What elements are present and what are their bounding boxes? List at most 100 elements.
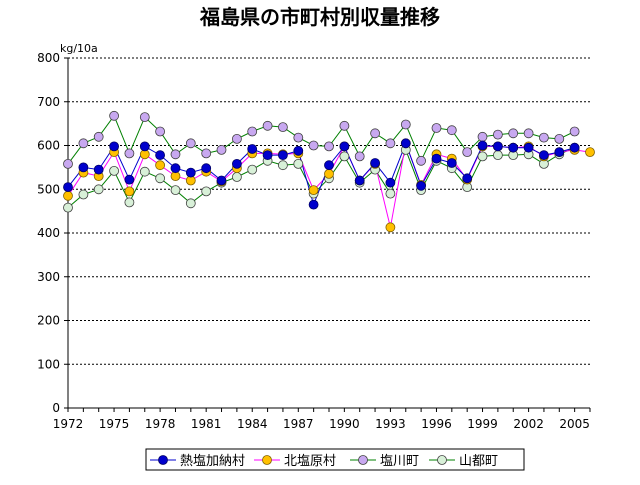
data-point-2 (293, 132, 304, 143)
data-point-2 (277, 122, 288, 132)
legend-label-1: 北塩原村 (284, 454, 336, 469)
data-point-0 (539, 150, 549, 161)
data-point-0 (277, 150, 288, 161)
legend-marker-0 (158, 455, 168, 465)
data-point-0 (446, 158, 457, 168)
data-point-0 (109, 141, 119, 152)
data-point-0 (523, 142, 534, 153)
data-point-0 (492, 141, 503, 152)
data-point-3 (385, 188, 396, 199)
legend-marker-1 (262, 455, 272, 465)
data-point-2 (155, 126, 166, 137)
data-point-2 (201, 148, 212, 159)
data-point-0 (63, 182, 73, 193)
data-point-2 (308, 140, 319, 151)
data-point-0 (78, 162, 89, 173)
data-point-3 (124, 197, 135, 208)
data-point-2 (63, 158, 73, 169)
data-point-0 (308, 199, 319, 210)
data-point-2 (339, 120, 350, 131)
legend-marker-3 (437, 455, 447, 465)
data-point-2 (492, 129, 503, 140)
data-point-2 (185, 138, 196, 149)
data-point-0 (139, 141, 150, 152)
y-tick-label: 300 (37, 270, 60, 284)
data-point-3 (201, 186, 212, 197)
data-point-3 (247, 164, 258, 175)
data-point-1 (385, 222, 396, 233)
data-point-2 (93, 131, 104, 142)
legend-marker-2 (358, 455, 368, 465)
data-point-0 (554, 147, 565, 158)
legend-label-0: 熱塩加納村 (180, 454, 245, 469)
data-point-0 (508, 142, 519, 153)
legend-label-2: 塩川町 (380, 454, 419, 469)
data-point-0 (324, 160, 334, 171)
series-line-0 (67, 141, 575, 207)
data-point-3 (231, 172, 242, 182)
data-point-0 (247, 144, 258, 154)
data-point-3 (63, 202, 73, 213)
data-point-2 (109, 110, 119, 121)
data-point-0 (400, 138, 411, 149)
y-tick-label: 100 (37, 357, 60, 371)
data-point-2 (216, 144, 227, 155)
data-point-2 (247, 126, 258, 137)
data-point-0 (93, 164, 104, 175)
data-point-0 (170, 163, 181, 174)
data-point-2 (554, 133, 565, 144)
data-point-0 (370, 158, 381, 168)
y-tick-label: 0 (52, 401, 60, 415)
data-point-2 (462, 147, 473, 158)
data-point-0 (293, 145, 304, 156)
data-point-2 (400, 119, 411, 130)
data-point-3 (93, 184, 104, 195)
y-tick-label: 600 (37, 139, 60, 153)
data-point-1 (155, 160, 166, 171)
x-tick-label: 1999 (467, 417, 498, 431)
data-point-1 (124, 186, 135, 197)
x-tick-label: 1996 (421, 417, 452, 431)
data-point-2 (431, 123, 442, 133)
x-tick-label: 2002 (513, 417, 544, 431)
data-point-2 (370, 128, 381, 139)
x-tick-label: 1990 (329, 417, 360, 431)
data-point-1 (585, 147, 595, 158)
data-point-3 (155, 173, 166, 184)
data-point-0 (569, 142, 580, 153)
y-tick-label: 800 (37, 51, 60, 65)
x-tick-label: 1984 (237, 417, 268, 431)
data-point-3 (339, 151, 350, 162)
x-tick-label: 1981 (191, 417, 222, 431)
x-tick-label: 2005 (559, 417, 590, 431)
data-point-0 (339, 141, 350, 152)
data-point-2 (170, 149, 181, 160)
data-point-3 (492, 150, 503, 161)
data-point-0 (262, 150, 273, 161)
data-point-0 (185, 167, 196, 178)
data-point-2 (416, 155, 427, 166)
data-point-0 (385, 177, 396, 188)
data-point-2 (446, 125, 457, 136)
legend: 熱塩加納村 北塩原村 塩川町 山都町 (145, 448, 525, 471)
data-point-3 (78, 189, 89, 200)
data-point-2 (508, 128, 519, 139)
data-point-2 (385, 138, 396, 149)
data-point-3 (477, 151, 488, 162)
data-point-2 (139, 112, 150, 122)
data-point-0 (231, 158, 242, 169)
grid (68, 57, 590, 365)
legend-box (145, 448, 525, 471)
y-tick-label: 500 (37, 182, 60, 196)
data-point-1 (63, 190, 73, 201)
data-point-3 (109, 165, 119, 176)
data-point-2 (539, 132, 549, 143)
data-point-2 (477, 131, 488, 142)
data-point-2 (231, 133, 242, 144)
data-point-2 (354, 151, 365, 162)
data-point-0 (124, 174, 135, 185)
data-point-0 (201, 163, 212, 174)
data-point-2 (324, 141, 334, 152)
data-point-2 (78, 138, 89, 149)
data-point-0 (216, 175, 227, 186)
